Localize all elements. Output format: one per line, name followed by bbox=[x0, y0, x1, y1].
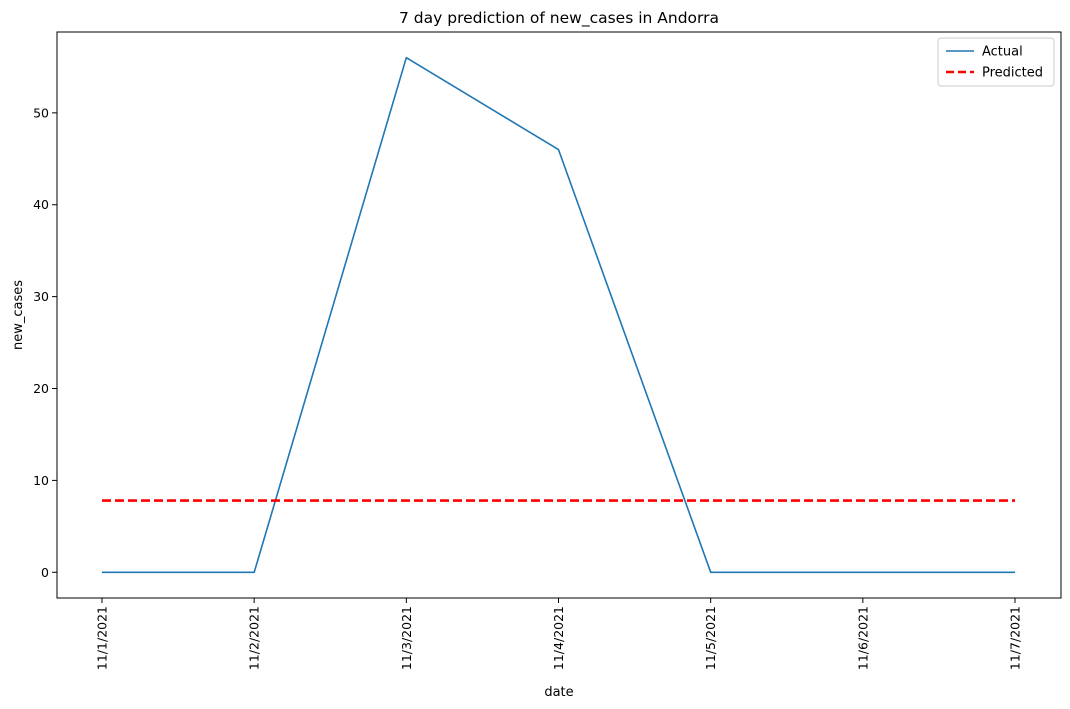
x-tick-label: 11/6/2021 bbox=[855, 606, 870, 670]
x-tick-label: 11/5/2021 bbox=[703, 606, 718, 670]
y-tick-label: 0 bbox=[41, 565, 49, 580]
x-axis-label: date bbox=[544, 685, 573, 700]
x-tick-label: 11/1/2021 bbox=[95, 606, 110, 670]
y-tick-label: 20 bbox=[33, 381, 49, 396]
series-line-actual bbox=[102, 56, 1015, 574]
y-tick-label: 30 bbox=[33, 289, 49, 304]
x-tick-label: 11/3/2021 bbox=[399, 606, 414, 670]
x-tick-label: 11/2/2021 bbox=[247, 606, 262, 670]
legend-box bbox=[937, 37, 1055, 87]
legend-actual-label: Actual bbox=[982, 45, 1023, 60]
x-tick-label: 11/4/2021 bbox=[551, 606, 566, 670]
plot-frame bbox=[56, 31, 1062, 599]
x-tick-label: 11/7/2021 bbox=[1008, 606, 1023, 670]
legend-predicted-label: Predicted bbox=[982, 66, 1043, 81]
y-tick-label: 40 bbox=[33, 197, 49, 212]
chart-title: 7 day prediction of new_cases in Andorra bbox=[399, 9, 719, 28]
y-tick-label: 50 bbox=[33, 105, 49, 120]
y-axis-label: new_cases bbox=[11, 280, 26, 350]
y-tick-label: 10 bbox=[33, 473, 49, 488]
legend: Actual Predicted bbox=[937, 37, 1055, 87]
